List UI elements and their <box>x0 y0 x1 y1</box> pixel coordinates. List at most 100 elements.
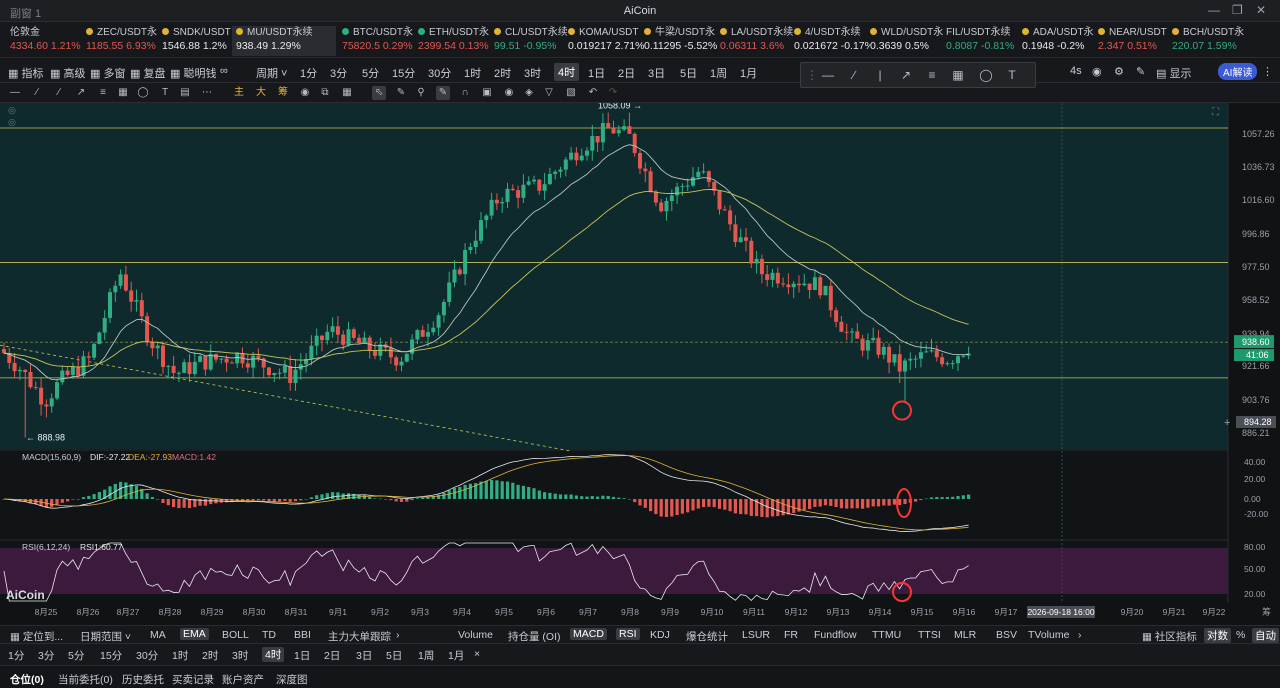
bottom-interval-tab[interactable]: 2日 <box>324 650 341 662</box>
camera-icon[interactable]: ◉ <box>1092 66 1102 78</box>
trade-tab[interactable]: 买卖记录 <box>172 674 214 686</box>
measure-icon[interactable]: ✎ <box>396 87 406 98</box>
bottom-interval-tab[interactable]: 30分 <box>136 650 159 662</box>
sub-indicator-tab[interactable]: 持仓量 (OI) <box>508 631 561 643</box>
drag-handle-icon[interactable]: ⋮ <box>806 68 818 82</box>
lock-icon[interactable]: ▣ <box>482 87 492 98</box>
main-indicator-tab[interactable]: EMA <box>180 628 209 640</box>
bottom-interval-tab[interactable]: 1周 <box>418 650 435 662</box>
filter-icon[interactable]: ▽ <box>545 87 553 98</box>
candles[interactable] <box>2 112 971 438</box>
period-select[interactable]: 周期 ˅ <box>256 68 288 80</box>
chart-canvas[interactable]: 1058.09 → ← 888.98 1057.26 1036.73 1016.60 99… <box>0 101 1280 625</box>
pane-eye-icon[interactable]: ◎ <box>8 117 16 127</box>
interval-tab[interactable]: 5分 <box>362 68 380 80</box>
ticker-item[interactable]: FIL/USDT永续 0.8087 -0.81% <box>946 26 1022 56</box>
ticker-item[interactable]: BTC/USDT永 75820.5 0.29% <box>342 26 418 56</box>
sub-indicator-tab[interactable]: KDJ <box>650 629 670 641</box>
percent-button[interactable]: % <box>1236 629 1246 641</box>
smart-money-button[interactable]: ▦ 聪明钱 <box>170 68 217 80</box>
ruler-icon[interactable]: ▤ <box>180 87 190 98</box>
bottom-interval-tab[interactable]: 15分 <box>100 650 123 662</box>
restore-icon[interactable]: ❐ <box>1232 3 1243 17</box>
big-order-toggle[interactable]: 大 <box>256 87 266 98</box>
ray-icon[interactable]: ↗ <box>76 87 86 98</box>
fullscreen-icon[interactable]: ⛶ <box>1211 107 1220 118</box>
sub-indicator-tab[interactable]: MACD <box>570 628 607 640</box>
segment-icon[interactable]: ∕ <box>58 87 60 98</box>
interval-tab[interactable]: 3时 <box>524 68 542 80</box>
ticker-item[interactable]: ETH/USDT永 2399.54 0.13% <box>418 26 494 56</box>
fib-icon[interactable]: ▦ <box>118 87 128 98</box>
macd-pane[interactable] <box>0 451 1228 539</box>
main-pane[interactable] <box>0 103 1228 449</box>
replay-button[interactable]: ▦ 复盘 <box>130 68 166 80</box>
ticker-item[interactable]: LA/USDT永续 0.06311 3.6% <box>720 26 796 56</box>
interval-tab[interactable]: 30分 <box>428 68 452 80</box>
add-alert-icon[interactable]: + <box>1224 417 1230 429</box>
brush-icon[interactable]: ✎ <box>436 86 450 100</box>
sub-indicator-tab[interactable]: MLR <box>954 629 977 641</box>
interval-tab[interactable]: 1日 <box>588 68 606 80</box>
trash-icon[interactable]: ▧ <box>566 87 576 98</box>
eye-icon[interactable]: ◉ <box>504 87 514 98</box>
interval-tab[interactable]: 2日 <box>618 68 636 80</box>
main-indicator-tab[interactable]: BOLL <box>222 629 249 641</box>
draw-ray-icon[interactable]: ↗ <box>900 68 912 82</box>
sub-indicator-tab[interactable]: LSUR <box>742 629 771 641</box>
sub-indicator-tab[interactable]: RSI <box>616 628 640 640</box>
cursor-icon[interactable]: ⬁ <box>372 86 386 100</box>
bottom-interval-tab[interactable]: 5分 <box>68 650 85 662</box>
sub-indicator-tab[interactable]: FR <box>784 629 798 641</box>
main-indicator-tab[interactable]: MA <box>150 629 166 641</box>
bottom-interval-tab[interactable]: 3日 <box>356 650 373 662</box>
trade-tab[interactable]: 仓位(0) <box>10 674 44 686</box>
bottom-interval-tab[interactable]: 1分 <box>8 650 25 662</box>
interval-tab[interactable]: 3日 <box>648 68 666 80</box>
draw-fib-icon[interactable]: ▦ <box>952 68 964 82</box>
infinity-icon[interactable]: ∞ <box>220 65 228 77</box>
undo-icon[interactable]: ↶ <box>588 87 598 98</box>
ticker-item[interactable]: WLD/USDT永 0.3639 0.5% <box>870 26 946 56</box>
interval-tab[interactable]: 2时 <box>494 68 512 80</box>
redo-icon[interactable]: ↷ <box>608 87 618 98</box>
ellipse-icon[interactable]: ◯ <box>137 87 149 98</box>
trend-line-icon[interactable]: ∕ <box>36 87 38 98</box>
draw-trend-icon[interactable]: ∕ <box>852 68 855 82</box>
horizontal-line-icon[interactable]: — <box>10 87 20 98</box>
ticker-item[interactable]: SNDK/USDT 1546.88 1.2% <box>162 26 238 56</box>
trade-tab[interactable]: 账户资产 <box>222 674 264 686</box>
ticker-item[interactable]: ZEC/USDT永 1185.55 6.93% <box>86 26 162 56</box>
minimize-icon[interactable]: — <box>1208 3 1220 17</box>
ticker-item[interactable]: 伦敦金 4334.60 1.21% <box>10 26 86 56</box>
sub-indicator-tab[interactable]: TVolume <box>1028 629 1070 641</box>
main-indicator-tab[interactable]: 主力大单跟踪 <box>328 631 391 643</box>
display-button[interactable]: ▤ 显示 <box>1156 68 1192 80</box>
compare-icon[interactable]: ⧉ <box>321 87 329 98</box>
parallel-icon[interactable]: ≡ <box>100 87 106 98</box>
interval-tab[interactable]: 1时 <box>464 68 482 80</box>
interval-tab[interactable]: 3分 <box>330 68 348 80</box>
draw-vline-icon[interactable]: | <box>878 68 882 82</box>
chips-toggle[interactable]: 筹 <box>278 87 288 98</box>
draw-parallel-icon[interactable]: ≡ <box>928 68 936 82</box>
multi-window-button[interactable]: ▦ 多窗 <box>90 68 126 80</box>
trend-line[interactable] <box>0 344 571 452</box>
ticker-item[interactable]: CL/USDT永续 99.51 -0.95% <box>494 26 570 56</box>
ticker-item[interactable]: MU/USDT永续 938.49 1.29% <box>232 26 336 56</box>
locate-button[interactable]: ▦ 定位到... <box>10 631 64 643</box>
main-indicator-tab[interactable]: BBI <box>294 629 311 641</box>
edit-icon[interactable]: ✎ <box>1136 66 1146 78</box>
more-indicators-icon[interactable]: › <box>1078 629 1082 641</box>
interval-tab[interactable]: 5日 <box>680 68 698 80</box>
settings-icon[interactable]: ⚙ <box>1114 66 1124 78</box>
ticker-item[interactable]: KOMA/USDT 0.019217 2.71% <box>568 26 644 56</box>
visibility-icon[interactable]: ◈ <box>525 87 533 98</box>
more-tools-icon[interactable]: ⋯ <box>202 87 212 98</box>
refresh-rate[interactable]: 4s <box>1070 65 1082 77</box>
main-indicator-tab[interactable]: TD <box>262 629 276 641</box>
chart-area[interactable]: 1058.09 → ← 888.98 1057.26 1036.73 1016.60 99… <box>0 101 1280 625</box>
bottom-interval-tab[interactable]: 5日 <box>386 650 403 662</box>
ai-interpret-button[interactable]: AI解读 <box>1218 63 1258 80</box>
main-force-toggle[interactable]: 主 <box>234 87 244 98</box>
